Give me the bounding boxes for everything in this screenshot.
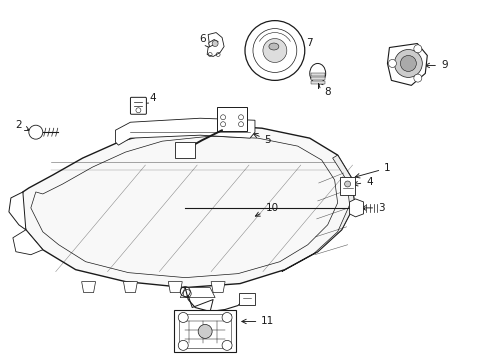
Text: 8: 8	[318, 83, 330, 97]
Text: 4: 4	[353, 177, 372, 187]
Circle shape	[222, 340, 232, 350]
Polygon shape	[123, 282, 137, 293]
Polygon shape	[281, 155, 354, 272]
Polygon shape	[386, 44, 427, 85]
Circle shape	[198, 324, 212, 338]
Text: 6: 6	[199, 33, 210, 48]
Circle shape	[394, 50, 422, 77]
Polygon shape	[168, 282, 182, 293]
Text: 9: 9	[424, 60, 447, 71]
FancyBboxPatch shape	[310, 77, 324, 80]
Circle shape	[29, 125, 42, 139]
FancyBboxPatch shape	[130, 97, 146, 114]
FancyBboxPatch shape	[175, 142, 195, 158]
Circle shape	[244, 21, 304, 80]
Text: 2: 2	[16, 120, 29, 130]
Circle shape	[178, 312, 188, 323]
Text: 7: 7	[288, 37, 312, 50]
Text: 1: 1	[354, 163, 390, 178]
Circle shape	[178, 340, 188, 350]
Text: 3: 3	[361, 203, 384, 213]
Circle shape	[387, 59, 396, 67]
Polygon shape	[9, 192, 26, 230]
Circle shape	[400, 55, 415, 71]
FancyBboxPatch shape	[310, 81, 324, 84]
Text: 10: 10	[255, 203, 278, 216]
Ellipse shape	[268, 43, 278, 50]
Text: 5: 5	[253, 134, 271, 145]
FancyBboxPatch shape	[174, 310, 236, 352]
Circle shape	[413, 74, 421, 82]
Circle shape	[344, 181, 350, 187]
Polygon shape	[115, 118, 254, 145]
Polygon shape	[207, 32, 224, 57]
FancyBboxPatch shape	[310, 73, 324, 76]
Text: 4: 4	[143, 93, 155, 103]
Circle shape	[413, 45, 421, 53]
FancyBboxPatch shape	[239, 293, 254, 305]
Circle shape	[212, 41, 218, 46]
Ellipse shape	[309, 63, 325, 84]
Circle shape	[263, 39, 286, 62]
Polygon shape	[81, 282, 95, 293]
Polygon shape	[19, 125, 354, 288]
Polygon shape	[180, 288, 215, 298]
Polygon shape	[13, 230, 42, 255]
Polygon shape	[349, 199, 363, 217]
Text: 11: 11	[242, 316, 274, 327]
FancyBboxPatch shape	[217, 107, 246, 131]
FancyBboxPatch shape	[339, 177, 354, 195]
Circle shape	[222, 312, 232, 323]
Polygon shape	[211, 282, 224, 293]
